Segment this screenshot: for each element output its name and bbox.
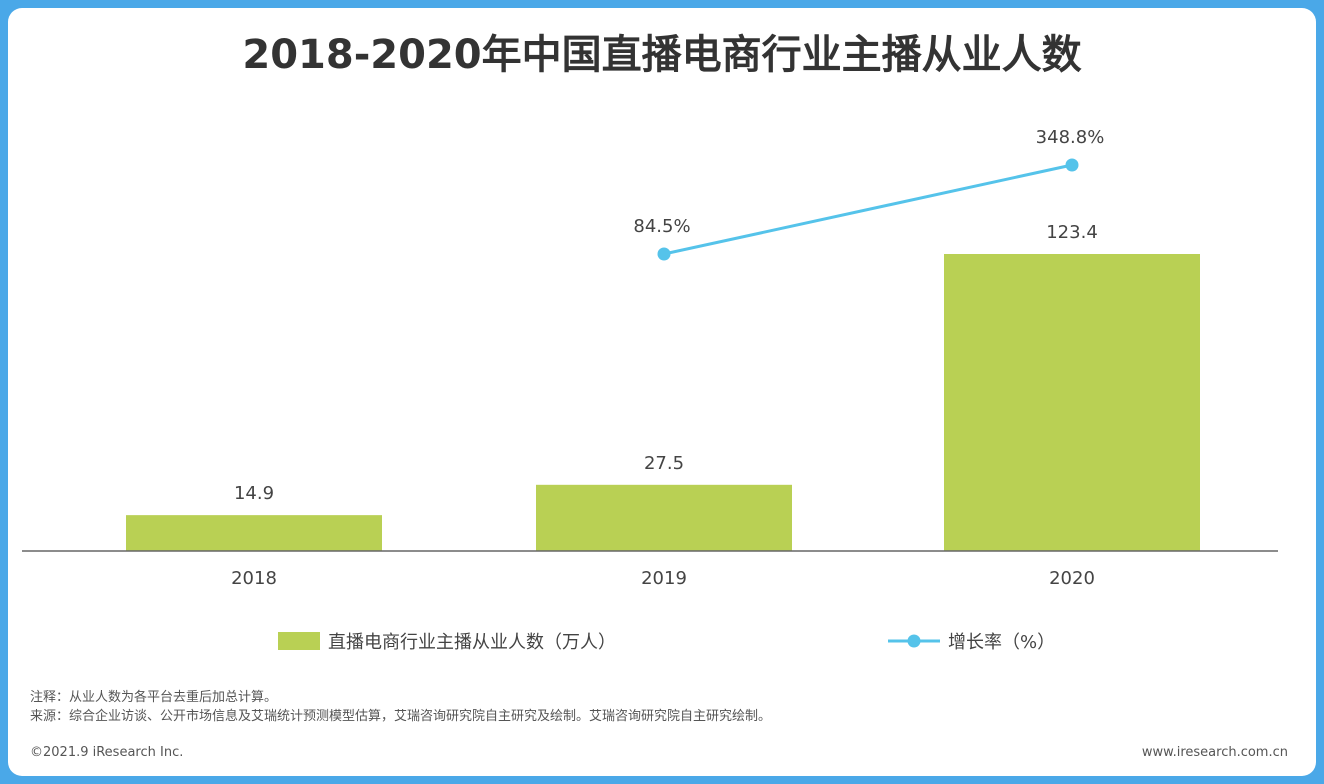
growth-label-2020: 348.8% (1036, 127, 1105, 148)
note-text: 注释：从业人数为各平台去重后加总计算。 (30, 690, 278, 705)
growth-label-2019: 84.5% (633, 216, 690, 237)
source-text: 来源：综合企业访谈、公开市场信息及艾瑞统计预测模型估算，艾瑞咨询研究院自主研究及… (30, 709, 772, 724)
report-card: 2018-2020年中国直播电商行业主播从业人数 14.9 27.5 123.4 20… (8, 8, 1316, 776)
bar-value-label-2019: 27.5 (644, 453, 684, 474)
legend-bar-swatch (278, 632, 320, 650)
bar-2020 (944, 254, 1200, 551)
bar-2018 (126, 515, 382, 551)
growth-rate-line (663, 163, 1073, 256)
chart-title: 2018-2020年中国直播电商行业主播从业人数 (242, 32, 1082, 78)
chart-area: 14.9 27.5 123.4 2018 2019 2020 84.5% 348.8% 直播电商… (22, 127, 1278, 653)
x-tick-label-2019: 2019 (641, 568, 687, 589)
legend-line-label: 增长率（%） (948, 632, 1055, 653)
bar-value-label-2020: 123.4 (1046, 222, 1098, 243)
website-link[interactable]: www.iresearch.com.cn (1141, 745, 1288, 760)
growth-point-2019 (657, 247, 671, 261)
legend-bar-label: 直播电商行业主播从业人数（万人） (328, 632, 616, 653)
legend-line-marker (907, 634, 921, 648)
bar-value-label-2018: 14.9 (234, 483, 274, 504)
notes-block: 注释：从业人数为各平台去重后加总计算。 来源：综合企业访谈、公开市场信息及艾瑞统… (30, 688, 771, 726)
growth-point-2020 (1065, 158, 1079, 172)
copyright-text: ©2021.9 iResearch Inc. (30, 745, 184, 760)
bar-2019 (536, 484, 792, 551)
x-tick-label-2020: 2020 (1049, 568, 1095, 589)
x-tick-label-2018: 2018 (231, 568, 277, 589)
